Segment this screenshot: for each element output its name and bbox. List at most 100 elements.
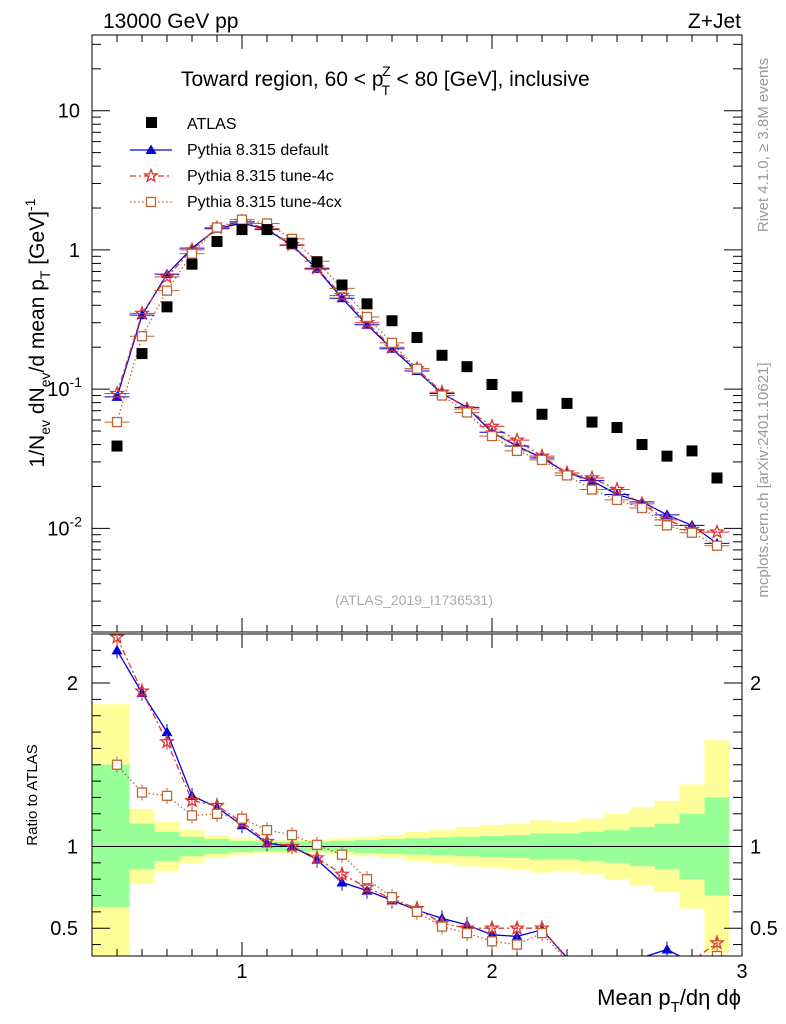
ratio-y-tick-label-right: 1: [750, 836, 761, 858]
ratio-tune4c-point: [359, 878, 375, 895]
main-axis-ticks: [92, 35, 743, 632]
ratio-band-inner: [92, 764, 130, 907]
main-atlas-point: [536, 408, 548, 420]
ratio-default-point: [161, 726, 173, 737]
main-tune4c-point: [709, 523, 725, 539]
ratio-tune4cx-point: [111, 759, 123, 770]
main-tune4cx-point: [436, 390, 448, 401]
ylabel-c: /d mean p: [26, 279, 49, 372]
ratio-tune4cx-point: [411, 906, 423, 918]
main-y-tick-label: 10-2: [47, 513, 82, 540]
main-atlas-point: [436, 349, 448, 361]
main-atlas-point: [486, 378, 498, 390]
main-y-axis-label: 1/Nev dNev/d mean pT [GeV]-1: [22, 198, 53, 467]
ratio-tune4cx-point: [311, 839, 323, 851]
ratio-tune4cx-point: [336, 849, 348, 860]
main-tune4cx-point: [511, 445, 523, 457]
main-atlas-point: [136, 348, 148, 360]
ratio-tune4cx-point: [261, 824, 273, 836]
legend-default-label: Pythia 8.315 default: [187, 142, 329, 159]
ratio-tune4cx-point: [511, 939, 523, 950]
main-atlas-point: [261, 224, 273, 236]
ratio-tune4c-point: [159, 733, 175, 749]
plot-title-pre: Toward region, 60 < p: [181, 68, 384, 91]
main-y-tick-labels: 10-2 10-1 1 10: [47, 101, 82, 541]
ratio-tune4c-point: [109, 634, 125, 645]
ratio-y-tick-labels: 0.5 0.5 1 1 2 2: [50, 673, 778, 940]
main-atlas-point: [711, 472, 723, 484]
ratio-tune4cx-point: [711, 950, 723, 956]
ratio-y-tick-label-right: 2: [750, 673, 761, 695]
legend-tune4cx-label: Pythia 8.315 tune-4cx: [187, 194, 342, 211]
ratio-tune4cx-point: [486, 936, 498, 947]
ratio-tune4cx-point: [286, 829, 298, 841]
ratio-tune4cx-point: [186, 810, 198, 821]
rivet-version-label: Rivet 4.1.0, ≥ 3.8M events: [755, 58, 772, 232]
ratio-axis-ticks: [92, 634, 743, 956]
main-tune4cx-point: [661, 520, 673, 531]
header-energy-label: 13000 GeV pp: [103, 10, 238, 33]
main-tune4cx-point: [711, 540, 723, 551]
main-atlas-point: [361, 298, 373, 310]
main-tune4cx-point: [486, 430, 498, 442]
ylabel-a: 1/N: [26, 435, 49, 468]
main-tune4cx-point: [186, 248, 198, 259]
main-tune4cx-point: [536, 454, 548, 466]
ratio-frame: [91, 633, 743, 957]
main-y-tick-label: 10: [58, 101, 80, 123]
ratio-y-tick-label: 1: [67, 836, 78, 858]
main-atlas-point: [461, 361, 473, 373]
header-process-label: Z+Jet: [688, 10, 741, 33]
ratio-tune4c-point: [484, 919, 500, 935]
main-tune4cx-point: [461, 407, 473, 418]
ylabel-b: dN: [26, 387, 49, 420]
main-atlas-point: [211, 235, 223, 247]
ratio-tune4cx-point: [161, 790, 173, 801]
main-tune4cx-point: [386, 337, 398, 349]
ylabel-a-sub: ev: [37, 420, 53, 435]
ratio-tune4cx-point: [436, 921, 448, 932]
ratio-tune4c-point: [134, 682, 150, 698]
main-tune4c-point: [159, 268, 175, 284]
ratio-series-layer: [109, 634, 725, 956]
main-atlas-point: [186, 258, 198, 270]
ratio-uncertainty-bands: [92, 704, 730, 956]
main-tune4c-point: [584, 469, 600, 485]
ratio-tune4c-point: [509, 919, 525, 935]
xlabel-a: Mean p: [597, 985, 670, 1010]
main-series-layer: [104, 213, 730, 551]
main-atlas-point: [161, 301, 173, 313]
main-atlas-point: [561, 397, 573, 409]
mcplots-source-label: mcplots.cern.ch [arXiv:2401.10621]: [755, 362, 772, 597]
ratio-y-tick-label-right: 0.5: [750, 918, 778, 940]
plot-title-post: < 80 [GeV], inclusive: [391, 68, 590, 91]
main-y-tick-label: 1: [69, 240, 80, 262]
ratio-tune4c-point: [334, 865, 350, 882]
plot-title-sub: T: [382, 82, 391, 98]
ylabel-d: [GeV]: [26, 211, 49, 271]
ratio-tune4cx-point: [361, 874, 373, 885]
ratio-tune4cx-point: [136, 787, 148, 798]
main-atlas-point: [236, 224, 248, 236]
ratio-default-point: [111, 644, 123, 655]
x-axis-label: Mean pT/dη dϕ: [597, 985, 741, 1016]
ratio-panel: 0.5 0.5 1 1 2 2 1 2 3 Ratio to ATLAS Mean pT/dη…: [24, 633, 778, 1016]
main-atlas-point: [411, 331, 423, 343]
ratio-tune4cx-point: [211, 808, 223, 819]
main-tune4cx-point: [236, 214, 248, 225]
main-tune4cx-point: [561, 470, 573, 481]
main-atlas-point: [636, 439, 648, 451]
main-y-tick-label: 10-1: [47, 374, 82, 401]
ratio-y-tick-label: 2: [67, 673, 78, 695]
main-default-point: [161, 268, 173, 279]
main-atlas-point: [111, 440, 123, 452]
ratio-tune4cx-point: [461, 927, 473, 939]
main-tune4cx-point: [111, 416, 123, 428]
main-tune4c-point: [334, 287, 350, 303]
legend-atlas-label: ATLAS: [187, 116, 237, 133]
legend-tune4cx-marker: [145, 196, 157, 208]
xlabel-a-sub: T: [671, 999, 680, 1016]
ratio-tune4c-point: [184, 792, 200, 808]
ratio-tune4c-point: [709, 934, 725, 950]
